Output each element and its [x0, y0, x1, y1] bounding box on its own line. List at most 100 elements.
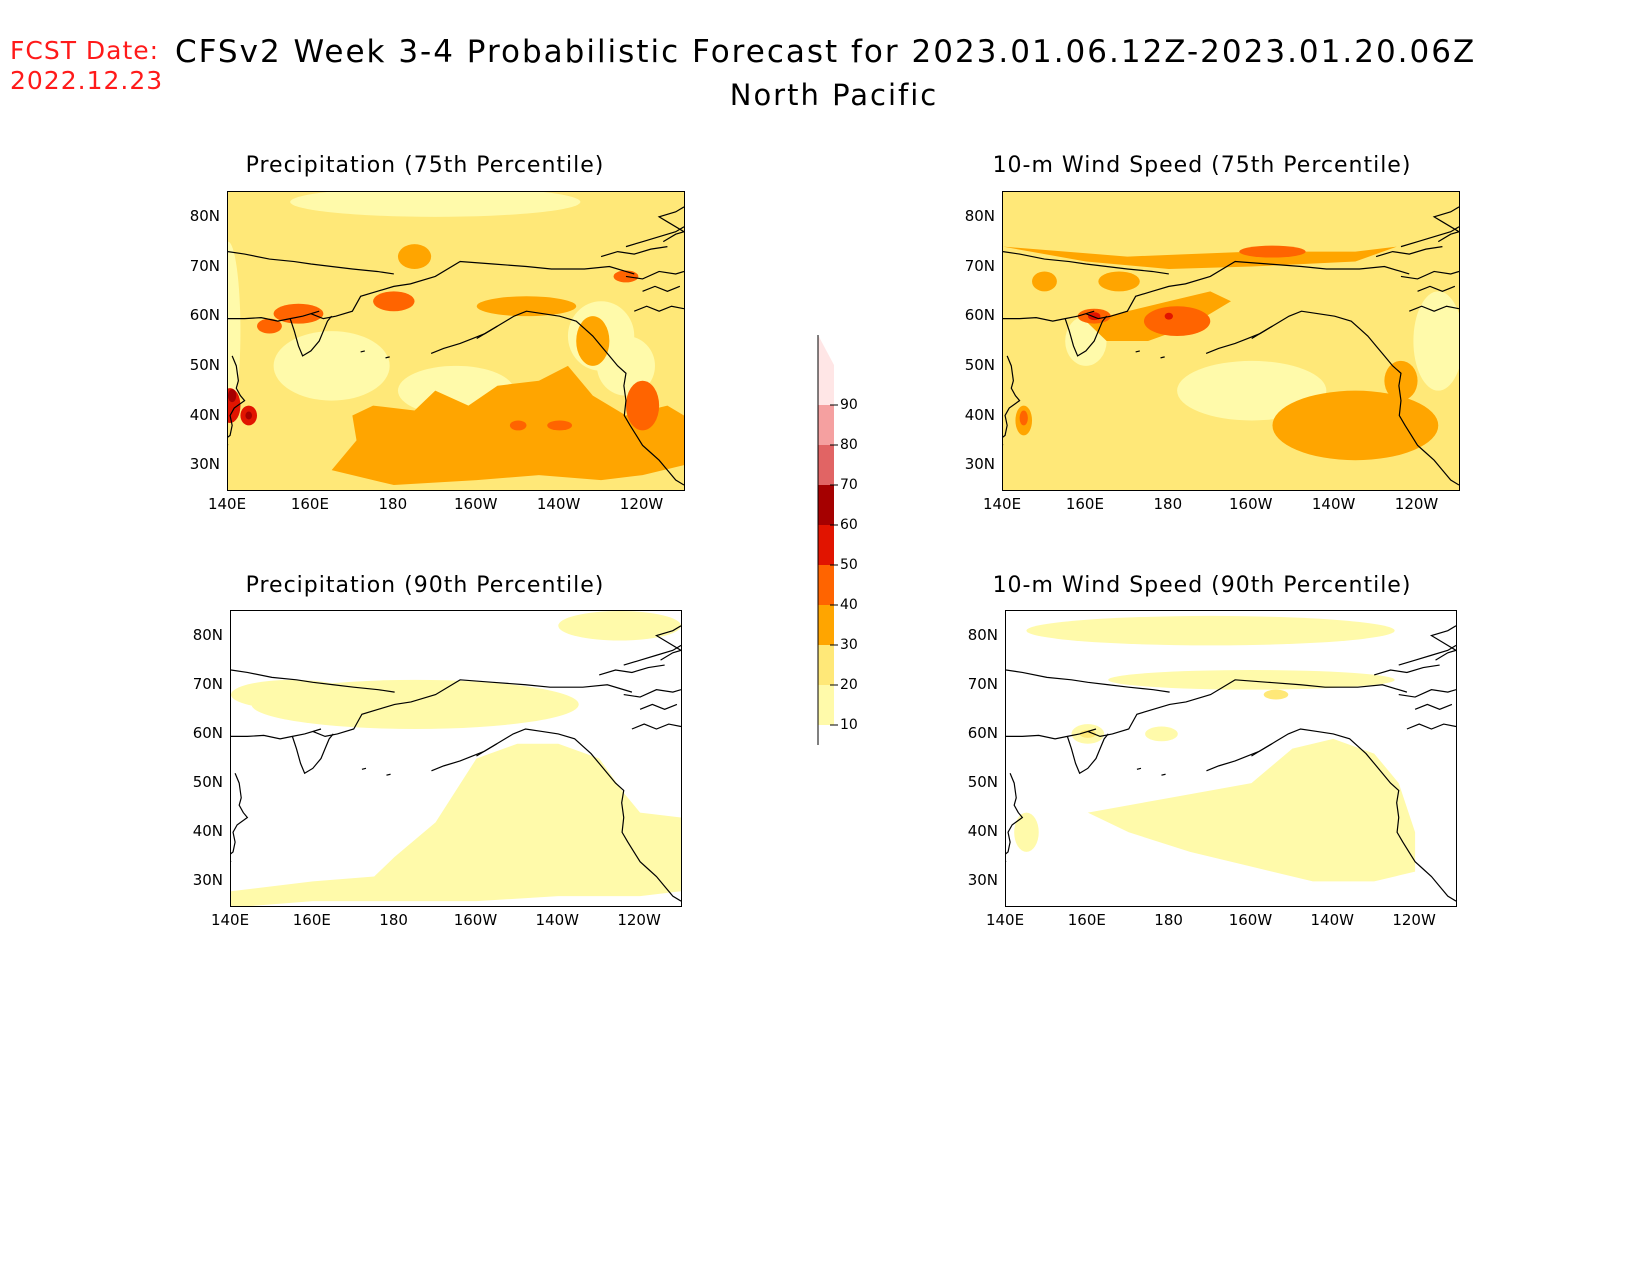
- lon-tick-label: 120W: [1394, 495, 1439, 513]
- lat-tick-label: 60N: [192, 723, 223, 742]
- coastline: [231, 728, 322, 740]
- map-wind-90: [1005, 610, 1457, 907]
- coastline: [360, 350, 365, 353]
- panel-title-precip-90: Precipitation (90th Percentile): [245, 573, 605, 598]
- coastline: [1205, 325, 1273, 354]
- lon-tick-label: 160E: [1065, 495, 1104, 513]
- coastline: [1251, 310, 1459, 486]
- lat-tick-label: 40N: [967, 822, 998, 841]
- forecast-date-value: 2022.12.23: [10, 66, 164, 95]
- coastline: [231, 773, 249, 862]
- lon-tick-label: 180: [1154, 911, 1183, 929]
- contour-blob: [1164, 312, 1173, 320]
- coastline: [1136, 767, 1142, 770]
- coastline: [1003, 310, 1095, 322]
- coastline: [385, 356, 390, 359]
- lat-tick-label: 60N: [189, 306, 220, 325]
- coastline: [228, 355, 246, 446]
- colorbar-segment: [818, 485, 834, 525]
- contour-blob: [576, 316, 610, 366]
- lon-tick-label: 140W: [536, 495, 581, 513]
- lat-tick-label: 30N: [189, 455, 220, 474]
- lat-tick-label: 60N: [967, 723, 998, 742]
- coastline: [1006, 773, 1024, 862]
- contour-blob: [1239, 245, 1306, 258]
- contour-blob: [245, 411, 253, 420]
- coastline: [1064, 315, 1108, 357]
- colorbar-level-label: 90: [840, 397, 858, 413]
- contour-blob: [625, 380, 660, 431]
- contour-blob: [1108, 670, 1395, 690]
- coastline: [361, 767, 367, 770]
- coastline: [631, 723, 681, 730]
- coastline: [289, 315, 333, 357]
- lon-tick-label: 180: [379, 911, 408, 929]
- coastline: [623, 644, 681, 666]
- lon-tick-label: 140E: [982, 495, 1022, 513]
- contour-blob: [1019, 410, 1028, 426]
- coastline: [1432, 206, 1459, 243]
- lon-tick-label: 140W: [1311, 495, 1356, 513]
- coastline: [430, 325, 498, 354]
- lon-tick-label: 160W: [1228, 911, 1273, 929]
- lat-tick-label: 70N: [192, 674, 223, 693]
- coastline: [1400, 226, 1459, 248]
- contour-blob: [1014, 812, 1039, 852]
- lat-tick-label: 30N: [967, 871, 998, 890]
- contour-blob: [1026, 615, 1395, 646]
- colorbar-level-label: 80: [840, 437, 858, 453]
- contour-blob: [1143, 306, 1211, 337]
- coastline: [1160, 356, 1165, 359]
- coastline: [1206, 743, 1273, 772]
- contour-blob: [1272, 390, 1439, 461]
- lon-tick-label: 160E: [290, 495, 329, 513]
- coastline: [228, 251, 394, 275]
- contour-blob: [1032, 271, 1057, 292]
- lon-tick-label: 120W: [1392, 911, 1436, 929]
- colorbar-segment: [818, 445, 834, 485]
- contour-blob: [1079, 729, 1096, 738]
- contour-blob: [1413, 291, 1459, 391]
- coastline: [600, 246, 668, 258]
- coastline: [639, 703, 678, 710]
- lat-tick-label: 40N: [192, 822, 223, 841]
- coastline: [231, 669, 395, 693]
- contour-blob: [476, 296, 577, 317]
- coastline: [623, 689, 681, 698]
- colorbar-level-label: 40: [840, 597, 858, 613]
- coastline: [625, 226, 684, 248]
- coastline: [1087, 679, 1408, 737]
- coastline: [1398, 644, 1456, 666]
- coastline: [657, 206, 684, 243]
- map-wind-75: [1002, 191, 1460, 491]
- colorbar-segment: [818, 365, 834, 405]
- coastline: [476, 728, 681, 902]
- forecast-date-block: FCST Date: 2022.12.23: [10, 36, 163, 96]
- panel-title-wind-90: 10-m Wind Speed (90th Percentile): [992, 573, 1412, 598]
- coastline: [1135, 350, 1140, 353]
- colorbar-segment: [818, 645, 834, 685]
- lon-tick-label: 160W: [453, 495, 498, 513]
- lat-tick-label: 80N: [964, 206, 995, 225]
- lat-tick-label: 50N: [189, 355, 220, 374]
- page-title: CFSv2 Week 3-4 Probabilistic Forecast fo…: [175, 34, 1477, 70]
- colorbar-level-label: 30: [840, 637, 858, 653]
- contour-blob: [1098, 271, 1140, 292]
- contour-blob: [397, 244, 432, 269]
- coastline: [1398, 689, 1456, 698]
- colorbar-level-label: 10: [840, 717, 858, 733]
- contour-blob: [509, 420, 527, 431]
- coastline: [1409, 305, 1459, 312]
- coastline: [1003, 355, 1021, 446]
- coastline: [431, 743, 498, 772]
- lat-tick-label: 70N: [189, 256, 220, 275]
- lon-tick-label: 140E: [207, 495, 247, 513]
- contour-blob: [1003, 196, 1418, 237]
- contour-blob: [558, 611, 681, 641]
- map-precip-75: [227, 191, 685, 491]
- colorbar-level-label: 60: [840, 517, 858, 533]
- colorbar-segment: [818, 685, 834, 725]
- lat-tick-label: 50N: [192, 773, 223, 792]
- coastline: [1006, 728, 1097, 740]
- lat-tick-label: 80N: [189, 206, 220, 225]
